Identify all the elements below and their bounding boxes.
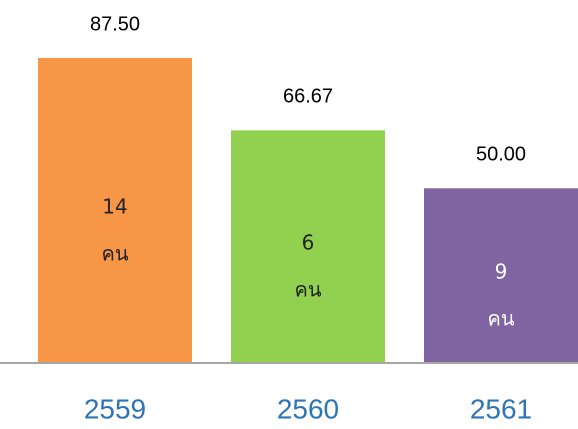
value-label: 66.67 [283,86,333,108]
bar [231,130,385,362]
x-tick-label: 2561 [470,393,532,424]
count-unit: คน [294,278,321,302]
count-unit: คน [101,242,128,266]
bar [424,188,578,362]
x-tick-label: 2559 [84,393,146,424]
x-tick-label: 2560 [277,393,339,424]
bar [38,58,192,362]
count-label: 9 [495,260,508,284]
count-unit: คน [487,307,514,331]
count-label: 14 [102,195,127,219]
count-label: 6 [302,231,315,255]
value-label: 87.50 [90,13,140,35]
value-label: 50.00 [476,144,526,166]
